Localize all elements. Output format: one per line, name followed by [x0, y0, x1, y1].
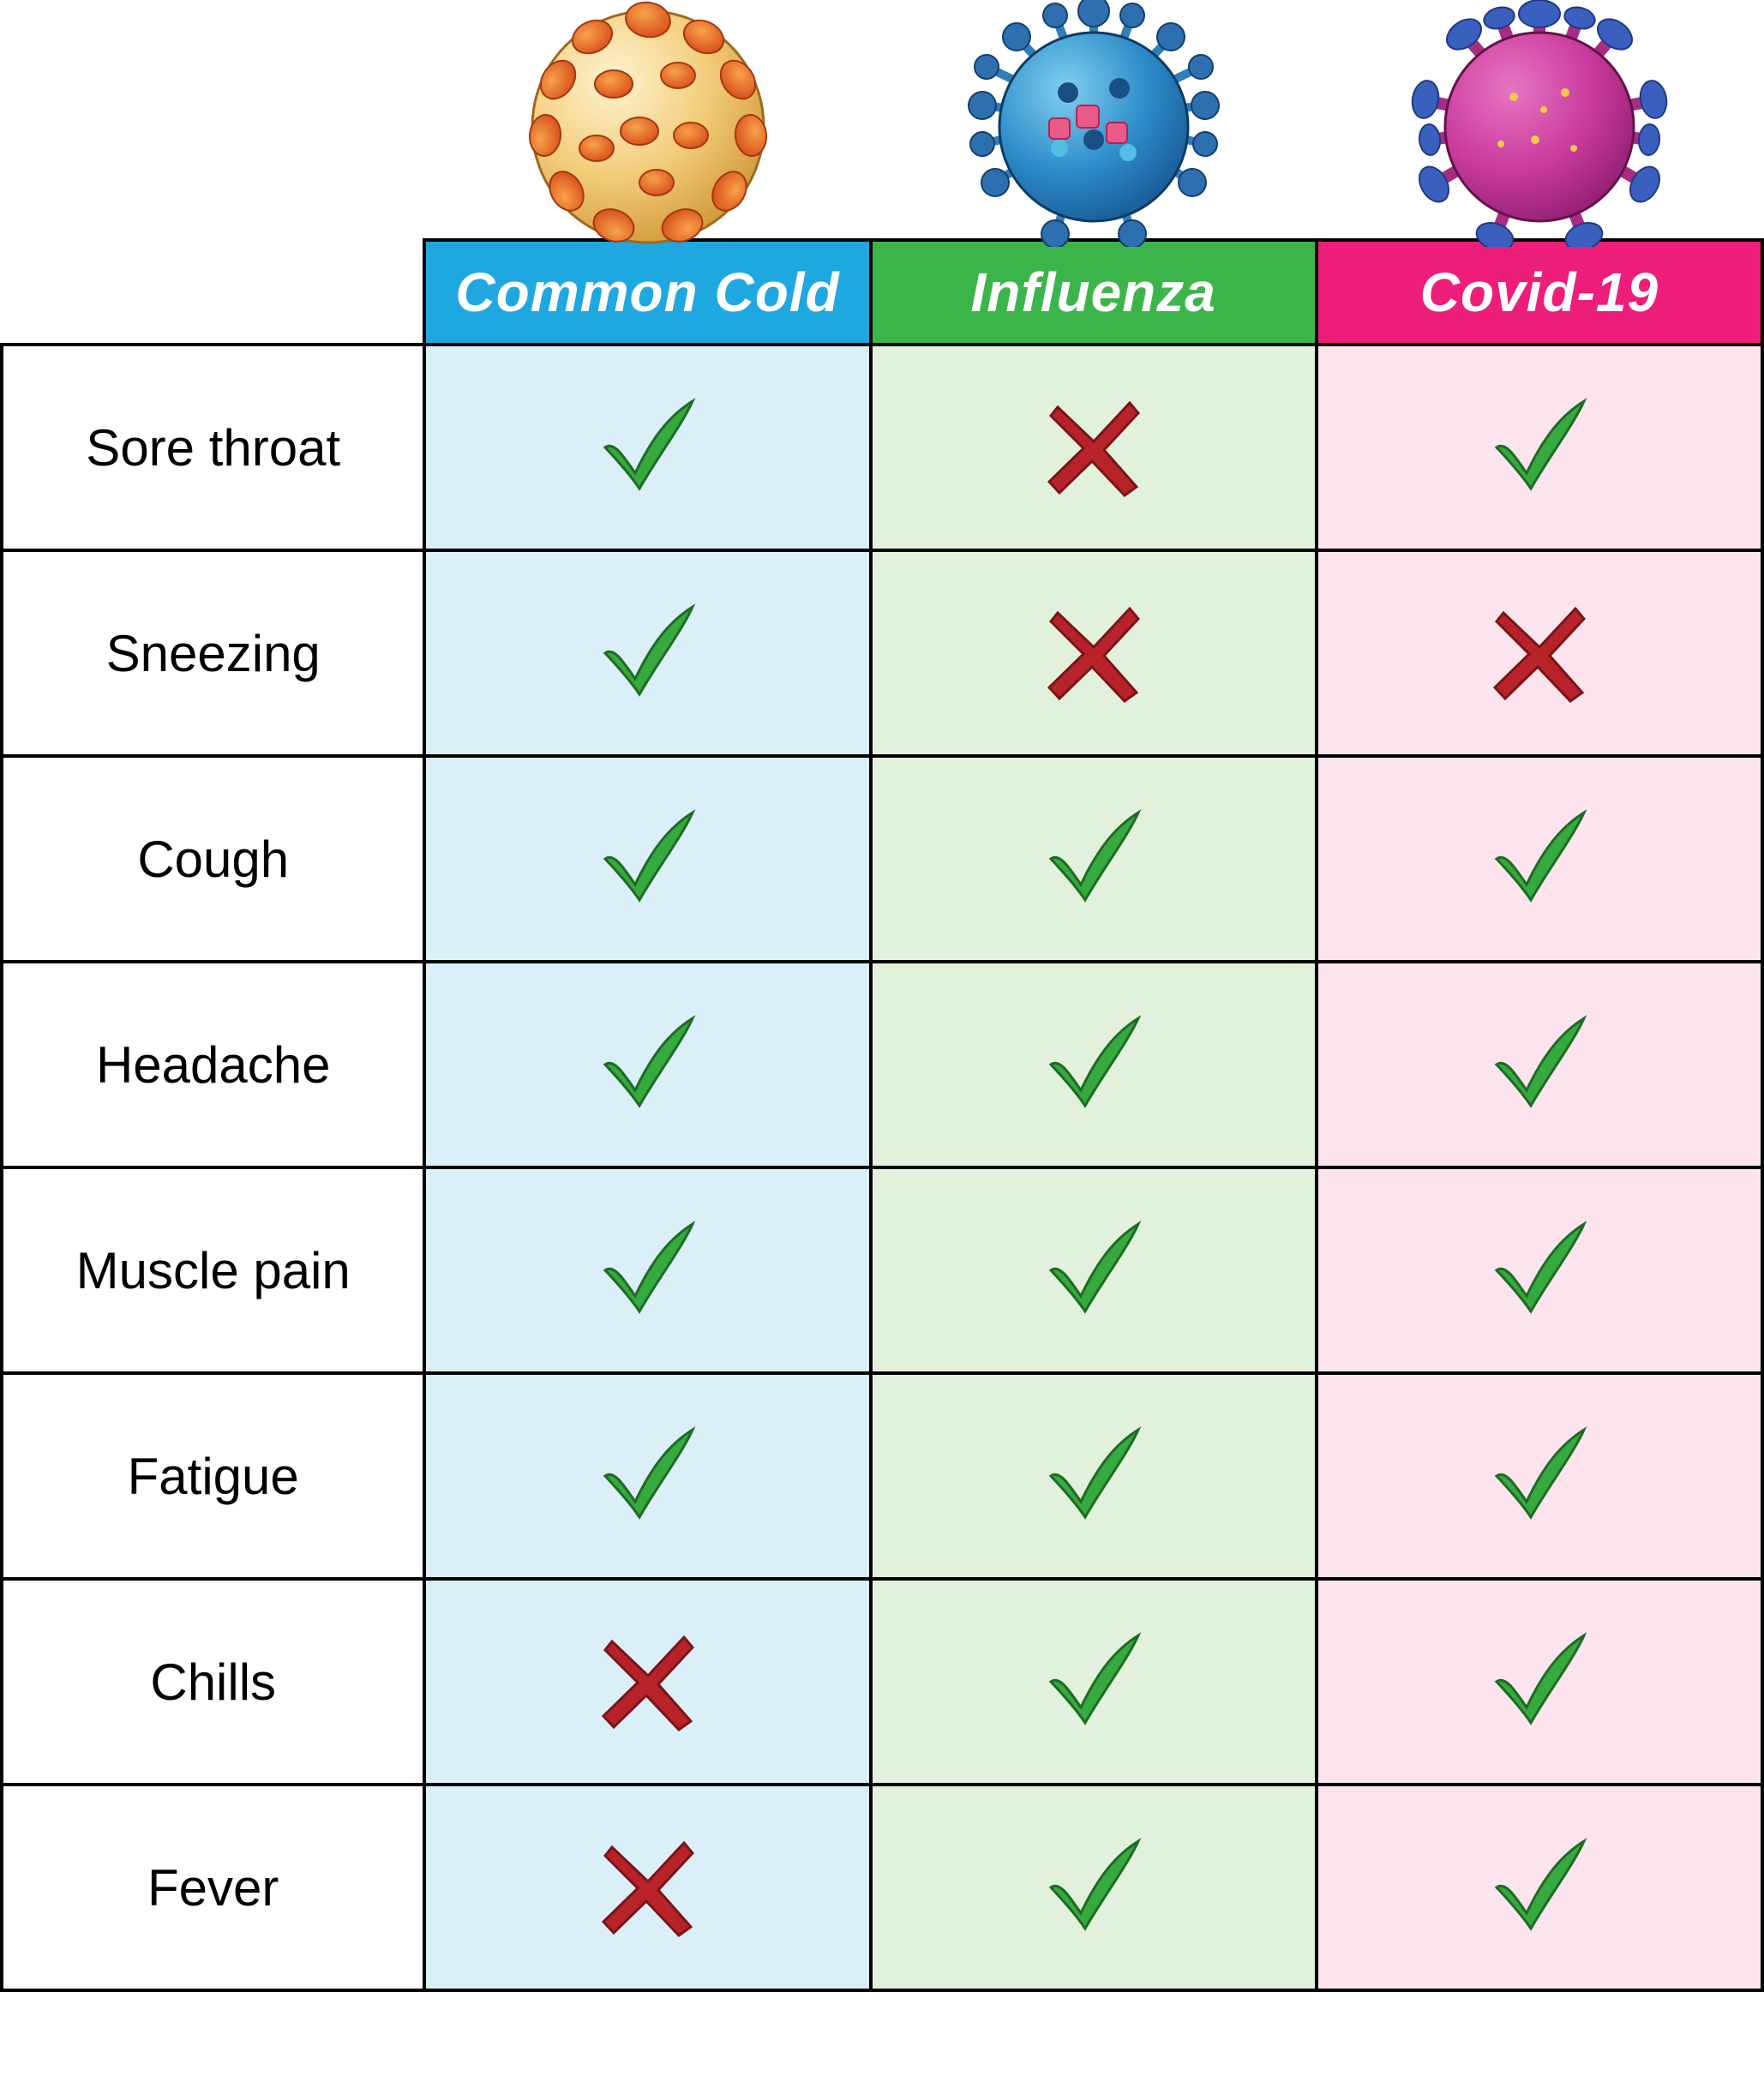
check-icon [597, 1423, 699, 1530]
row-label: Cough [2, 756, 424, 962]
table-cell [871, 345, 1317, 550]
table-cell [424, 345, 870, 550]
col-header-1: Influenza [871, 240, 1317, 345]
check-icon [1042, 1011, 1145, 1119]
table-cell [1317, 1373, 1762, 1579]
row-label: Headache [2, 962, 424, 1167]
table-cell [424, 756, 870, 962]
symptoms-comparison-table: Common Cold Influenza Covid-19 Sore thro… [0, 0, 1764, 1992]
check-icon [1488, 1011, 1591, 1119]
row-label: Sore throat [2, 345, 424, 550]
table-cell [1317, 1579, 1762, 1785]
check-icon [1042, 806, 1145, 913]
row-label: Chills [2, 1579, 424, 1785]
table-cell [424, 962, 870, 1167]
table-cell [1317, 1167, 1762, 1373]
virus-illustration-row [2, 0, 1762, 240]
check-icon [1488, 394, 1591, 501]
check-icon [1488, 1217, 1591, 1324]
check-icon [1042, 1423, 1145, 1530]
col-label-1: Influenza [971, 261, 1216, 323]
table-cell [871, 1167, 1317, 1373]
table-cell [424, 550, 870, 756]
cross-icon [597, 1629, 699, 1736]
check-icon [1488, 1423, 1591, 1530]
cross-icon [1042, 394, 1145, 501]
row-label: Muscle pain [2, 1167, 424, 1373]
table-cell [1317, 345, 1762, 550]
table-cell [871, 756, 1317, 962]
table-row: Sore throat [2, 345, 1762, 550]
check-icon [1042, 1834, 1145, 1941]
table-row: Muscle pain [2, 1167, 1762, 1373]
check-icon [1042, 1217, 1145, 1324]
cold-virus-illustration [424, 0, 870, 240]
table-cell [871, 962, 1317, 1167]
table-row: Chills [2, 1579, 1762, 1785]
col-label-2: Covid-19 [1420, 261, 1659, 323]
row-label: Fever [2, 1785, 424, 1990]
cross-icon [1042, 600, 1145, 707]
table-cell [871, 1579, 1317, 1785]
table-cell [1317, 756, 1762, 962]
check-icon [597, 1011, 699, 1119]
table-cell [424, 1785, 870, 1990]
cross-icon [1488, 600, 1591, 707]
col-label-0: Common Cold [455, 261, 839, 323]
covid-virus-illustration [1317, 0, 1762, 240]
table-cell [871, 1373, 1317, 1579]
col-header-0: Common Cold [424, 240, 870, 345]
table-cell [424, 1373, 870, 1579]
table-cell [871, 550, 1317, 756]
table-cell [1317, 550, 1762, 756]
table-body: Sore throatSneezingCoughHeadacheMuscle p… [2, 345, 1762, 1990]
table-row: Fever [2, 1785, 1762, 1990]
check-icon [597, 806, 699, 913]
table-row: Fatigue [2, 1373, 1762, 1579]
blank-header [2, 0, 424, 240]
flu-virus-illustration [871, 0, 1317, 240]
check-icon [597, 1217, 699, 1324]
check-icon [597, 394, 699, 501]
check-icon [1488, 806, 1591, 913]
table-cell [871, 1785, 1317, 1990]
table-row: Cough [2, 756, 1762, 962]
column-header-row: Common Cold Influenza Covid-19 [2, 240, 1762, 345]
table-row: Sneezing [2, 550, 1762, 756]
check-icon [1042, 1629, 1145, 1736]
table-cell [1317, 962, 1762, 1167]
table-cell [424, 1167, 870, 1373]
cross-icon [597, 1834, 699, 1941]
col-header-2: Covid-19 [1317, 240, 1762, 345]
table-cell [424, 1579, 870, 1785]
check-icon [1488, 1629, 1591, 1736]
blank-header-2 [2, 240, 424, 345]
row-label: Fatigue [2, 1373, 424, 1579]
table-cell [1317, 1785, 1762, 1990]
row-label: Sneezing [2, 550, 424, 756]
check-icon [1488, 1834, 1591, 1941]
check-icon [597, 600, 699, 707]
table-row: Headache [2, 962, 1762, 1167]
